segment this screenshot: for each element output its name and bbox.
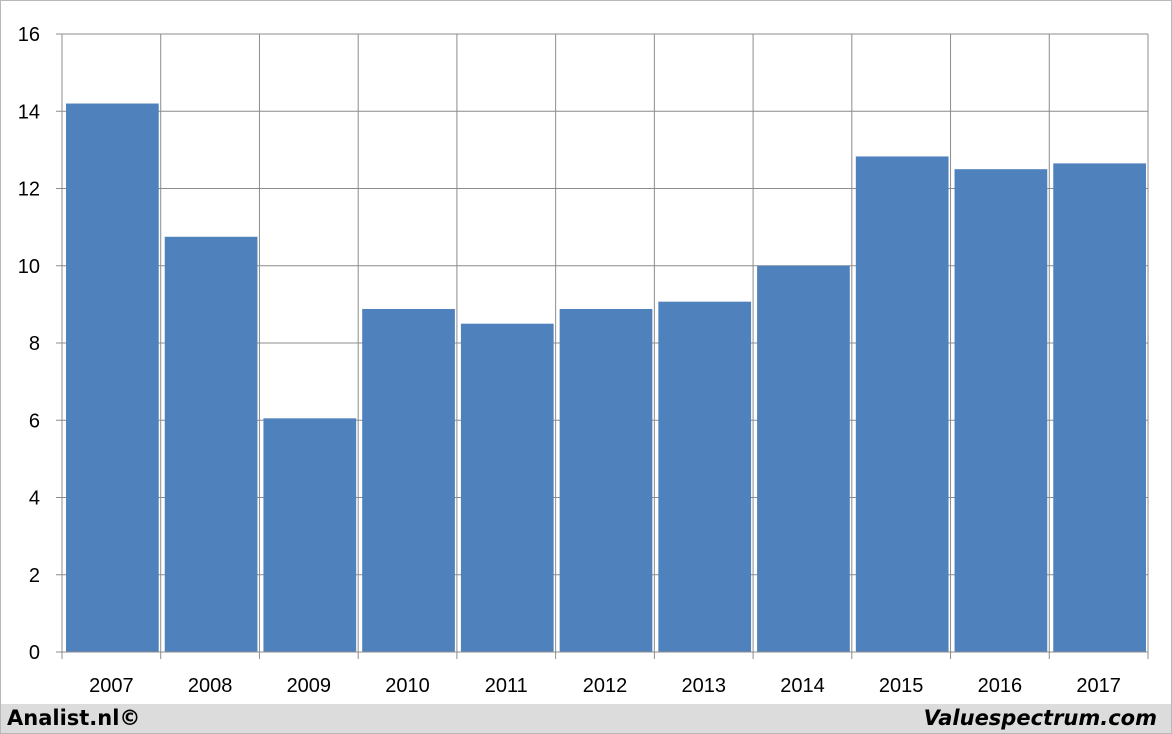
x-axis-tick-labels: 2007 2008 2009 2010 2011 2012 2013 2014 2015 2016… — [89, 675, 1121, 697]
x-tick-label: 2007 — [89, 675, 134, 697]
bar-2009 — [263, 418, 357, 652]
y-tick-label: 2 — [29, 565, 40, 587]
y-axis-tick-labels: 0 2 4 6 8 10 12 14 16 — [18, 24, 40, 664]
x-tick-label: 2010 — [385, 675, 430, 697]
bar-2015 — [855, 156, 949, 652]
bar-2008 — [164, 236, 258, 652]
footer-bar: Analist.nl© Valuespectrum.com — [1, 704, 1171, 733]
x-tick-label: 2008 — [188, 675, 233, 697]
y-tick-label: 0 — [29, 642, 40, 664]
bar-2007 — [66, 103, 159, 652]
y-tick-label: 6 — [29, 410, 40, 432]
axes — [56, 33, 1149, 659]
bar-2016 — [954, 169, 1048, 652]
y-tick-label: 10 — [18, 256, 40, 278]
x-tick-label: 2012 — [583, 675, 628, 697]
x-tick-label: 2016 — [978, 675, 1023, 697]
bar-2012 — [559, 309, 653, 652]
y-tick-label: 16 — [18, 24, 40, 46]
x-tick-label: 2014 — [780, 675, 825, 697]
bar-2010 — [362, 309, 455, 652]
bar-2013 — [658, 301, 752, 652]
x-tick-label: 2013 — [681, 675, 726, 697]
x-tick-label: 2015 — [879, 675, 924, 697]
bar-series — [66, 103, 1146, 653]
x-tick-label: 2017 — [1076, 675, 1121, 697]
bar-2011 — [460, 323, 554, 652]
x-tick-label: 2011 — [485, 675, 528, 697]
y-tick-label: 8 — [29, 333, 40, 355]
y-tick-label: 12 — [18, 179, 40, 201]
bar-2017 — [1053, 163, 1146, 653]
y-tick-label: 4 — [29, 488, 40, 510]
source-credit-right: Valuespectrum.com — [923, 706, 1157, 730]
bar-2014 — [757, 265, 850, 652]
x-tick-label: 2009 — [287, 675, 332, 697]
source-credit-left: Analist.nl© — [7, 706, 141, 730]
y-tick-label: 14 — [18, 101, 40, 123]
